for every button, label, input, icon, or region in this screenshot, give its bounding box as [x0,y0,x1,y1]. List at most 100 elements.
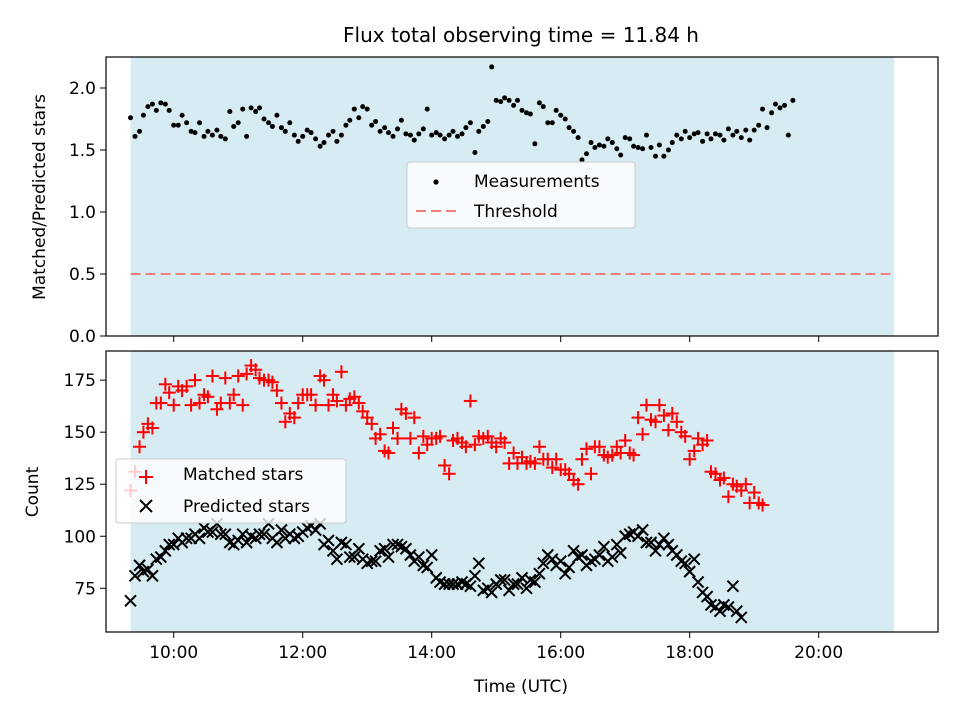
predicted-point [330,552,344,566]
measurement-point [502,95,508,101]
x-tick-label: 20:00 [794,643,843,663]
measurement-point [407,132,413,138]
top-y-tick-label: 2.0 [69,79,96,99]
measurement-point [330,128,336,134]
matched-point [605,448,619,462]
top-legend: Measurements Threshold [406,161,636,229]
matched-point [133,440,147,454]
predicted-point [559,567,572,580]
measurement-point [760,106,766,112]
legend-measurements-label: Measurements [474,172,600,192]
predicted-point [472,557,485,570]
measurement-point [240,106,246,112]
measurement-point [489,64,495,70]
matched-point [278,415,292,429]
predicted-point [309,523,322,537]
predicted-point [662,538,675,551]
measurement-point [476,128,482,134]
top-y-tick-label: 1.0 [69,203,96,223]
predicted-point [275,523,288,537]
measurement-point [266,120,272,126]
measurement-point [635,145,641,151]
matched-point [747,486,761,500]
predicted-point [502,584,516,597]
measurement-point [291,132,297,138]
measurement-point [149,101,155,107]
measurement-point [145,104,151,110]
measurement-point [347,117,353,123]
matched-point [227,388,241,402]
matched-point [649,415,663,429]
matched-point [399,406,413,420]
legend-threshold-label: Threshold [473,202,558,222]
matched-point [700,434,714,448]
measurement-point [472,149,478,155]
predicted-point [678,557,692,570]
measurement-point [140,112,146,118]
legend-matched-marker [139,470,153,484]
predicted-point [657,532,671,545]
matched-point [334,365,348,379]
measurement-point [261,116,267,122]
predicted-point [378,542,391,555]
predicted-point [735,611,748,624]
measurement-point [377,128,383,134]
matched-point [416,429,430,443]
measurement-point [769,110,775,116]
measurement-point [631,143,637,149]
legend-predicted-marker [139,499,153,513]
measurement-point [411,137,417,143]
matched-point [231,369,245,383]
predicted-point [128,569,142,583]
predicted-point [412,550,426,564]
matched-point [291,396,305,410]
measurement-point [756,122,762,128]
measurement-point [166,107,172,113]
measurement-point [549,120,555,126]
measurement-point [643,132,649,138]
measurement-point [343,122,349,128]
predicted-point [464,580,477,593]
measurement-point [704,131,710,137]
measurement-point [480,123,486,129]
measurement-point [338,132,344,138]
predicted-point [339,538,353,551]
x-axis-label: Time (UTC) [473,677,568,697]
matched-point [391,431,405,445]
matched-point [309,398,323,412]
legend-measurement-marker [433,179,439,185]
measurement-point [614,146,620,152]
matched-point [459,440,473,454]
matched-point [184,398,198,412]
matched-point [322,398,336,412]
measurement-point [253,109,259,115]
measurement-point [708,136,714,142]
bottom-x-axis: 10:00 12:00 14:00 16:00 18:00 20:00 [149,632,843,663]
measurement-point [184,120,190,126]
measurement-point [231,123,237,129]
matched-point [386,421,400,435]
measurement-point [395,126,401,132]
measurement-point [287,120,293,126]
predicted-point [146,569,159,583]
legend-matched-label: Matched stars [183,465,303,485]
predicted-point [528,575,542,589]
measurement-point [514,97,520,103]
predicted-point [498,573,511,587]
measurement-point [385,130,391,136]
predicted-point [537,557,550,570]
matched-point [631,411,645,425]
bottom-y-tick-label: 150 [64,423,96,443]
measurement-point [527,111,533,117]
matched-point [158,377,172,391]
top-y-axis: 0.0 0.5 1.0 1.5 2.0 [69,79,106,347]
measurement-point [382,125,388,131]
predicted-point [468,569,482,583]
measurement-point [369,122,375,128]
measurement-point [420,126,426,132]
predicted-point [219,527,232,541]
measurement-point [218,133,224,139]
measurement-point [743,127,749,133]
top-x-ticks [173,336,820,342]
matched-point [433,429,447,443]
